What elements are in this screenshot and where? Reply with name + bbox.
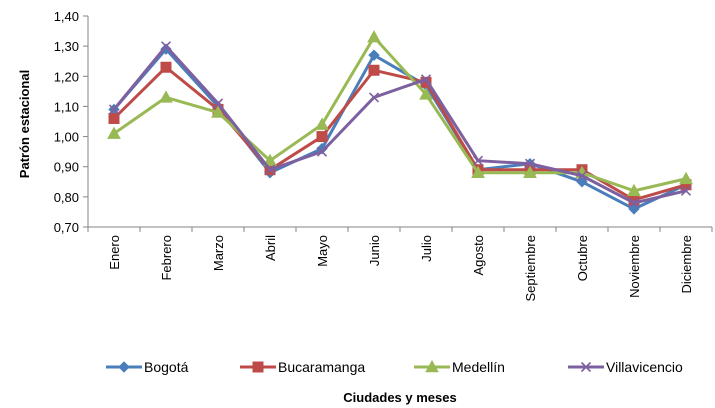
- data-point: [368, 49, 380, 61]
- x-tick-label: Junio: [367, 235, 382, 266]
- data-point: [367, 30, 381, 43]
- data-point: [315, 117, 329, 130]
- y-tick-label: 1,00: [54, 130, 79, 145]
- data-point: [211, 105, 225, 118]
- data-point: [576, 170, 588, 181]
- data-point: [419, 87, 433, 100]
- y-axis-title: Patrón estacional: [17, 70, 32, 178]
- marker-stroke: [576, 170, 588, 181]
- data-point: [524, 158, 536, 169]
- x-tick-label: Marzo: [211, 235, 226, 271]
- series-medellin: [107, 30, 693, 197]
- y-tick-label: 1,20: [54, 69, 79, 84]
- series-line: [112, 47, 688, 211]
- x-axis-title: Ciudades y meses: [343, 390, 456, 405]
- data-point: [523, 165, 537, 179]
- marker-stroke: [524, 158, 536, 169]
- data-point: [472, 155, 484, 166]
- series-line: [112, 44, 688, 205]
- data-point: [212, 98, 224, 109]
- data-point: [471, 165, 485, 179]
- y-tick-label: 1,40: [54, 9, 79, 24]
- data-point: [264, 164, 276, 175]
- legend-item: Medellín: [414, 359, 505, 375]
- plot-area: [107, 30, 693, 215]
- legend-label: Bogotá: [144, 359, 189, 375]
- data-point: [263, 153, 277, 166]
- legend: Bogotá Bucaramanga Medellín Villavicencio: [106, 359, 683, 375]
- data-point: [108, 104, 120, 115]
- data-point: [679, 171, 693, 185]
- marker-stroke: [160, 41, 172, 52]
- y-tick-label: 1,10: [54, 99, 79, 114]
- legend-marker: [425, 359, 439, 373]
- data-point: [680, 185, 692, 196]
- data-point: [160, 43, 172, 55]
- chart-axes: [83, 15, 713, 232]
- legend-marker: [580, 361, 592, 373]
- x-tick-label: Septiembre: [523, 235, 538, 301]
- data-point: [108, 112, 120, 124]
- legend-item: Bucaramanga: [240, 359, 365, 375]
- data-point: [160, 61, 172, 73]
- data-point: [316, 146, 328, 157]
- data-point: [159, 90, 173, 103]
- x-tick-label: Noviembre: [627, 235, 642, 298]
- marker-stroke: [472, 155, 484, 166]
- series-villavicencio: [108, 41, 692, 208]
- data-point: [368, 92, 380, 103]
- x-tick-label: Febrero: [159, 235, 174, 281]
- marker-stroke: [628, 197, 640, 208]
- x-tick-label: Mayo: [315, 235, 330, 267]
- marker-stroke: [316, 146, 328, 157]
- y-tick-label: 0,90: [54, 160, 79, 175]
- x-tick-label: Julio: [419, 235, 434, 262]
- marker-stroke: [368, 92, 380, 103]
- series-line: [112, 35, 688, 193]
- marker-stroke: [680, 185, 692, 196]
- legend-label: Medellín: [452, 359, 505, 375]
- x-tick-label: Enero: [107, 235, 122, 270]
- x-tick-label: Diciembre: [679, 235, 694, 294]
- y-tick-labels: 0,70 0,80 0,90 1,00 1,10 1,20 1,30 1,40: [54, 9, 79, 235]
- legend-label: Villavicencio: [606, 359, 683, 375]
- x-tick-label: Agosto: [471, 235, 486, 275]
- legend-marker: [252, 361, 264, 373]
- data-point: [160, 41, 172, 52]
- marker-stroke: [264, 164, 276, 175]
- data-point: [107, 126, 121, 139]
- data-point: [420, 74, 432, 85]
- data-point: [627, 183, 641, 197]
- data-point: [316, 131, 328, 143]
- x-tick-labels: Enero Febrero Marzo Abril Mayo Junio Julio Agos…: [107, 235, 694, 302]
- x-tick-label: Octubre: [575, 235, 590, 281]
- marker-stroke: [580, 361, 592, 373]
- marker-stroke: [108, 104, 120, 115]
- marker-stroke: [212, 98, 224, 109]
- legend-label: Bucaramanga: [278, 359, 365, 375]
- legend-marker: [118, 361, 130, 373]
- data-point: [628, 197, 640, 208]
- data-point: [368, 64, 380, 76]
- marker-stroke: [420, 74, 432, 85]
- y-tick-label: 0,70: [54, 220, 79, 235]
- x-tick-label: Abril: [263, 235, 278, 261]
- legend-item: Villavicencio: [568, 359, 683, 375]
- legend-item: Bogotá: [106, 359, 189, 375]
- y-tick-label: 1,30: [54, 39, 79, 54]
- y-tick-label: 0,80: [54, 190, 79, 205]
